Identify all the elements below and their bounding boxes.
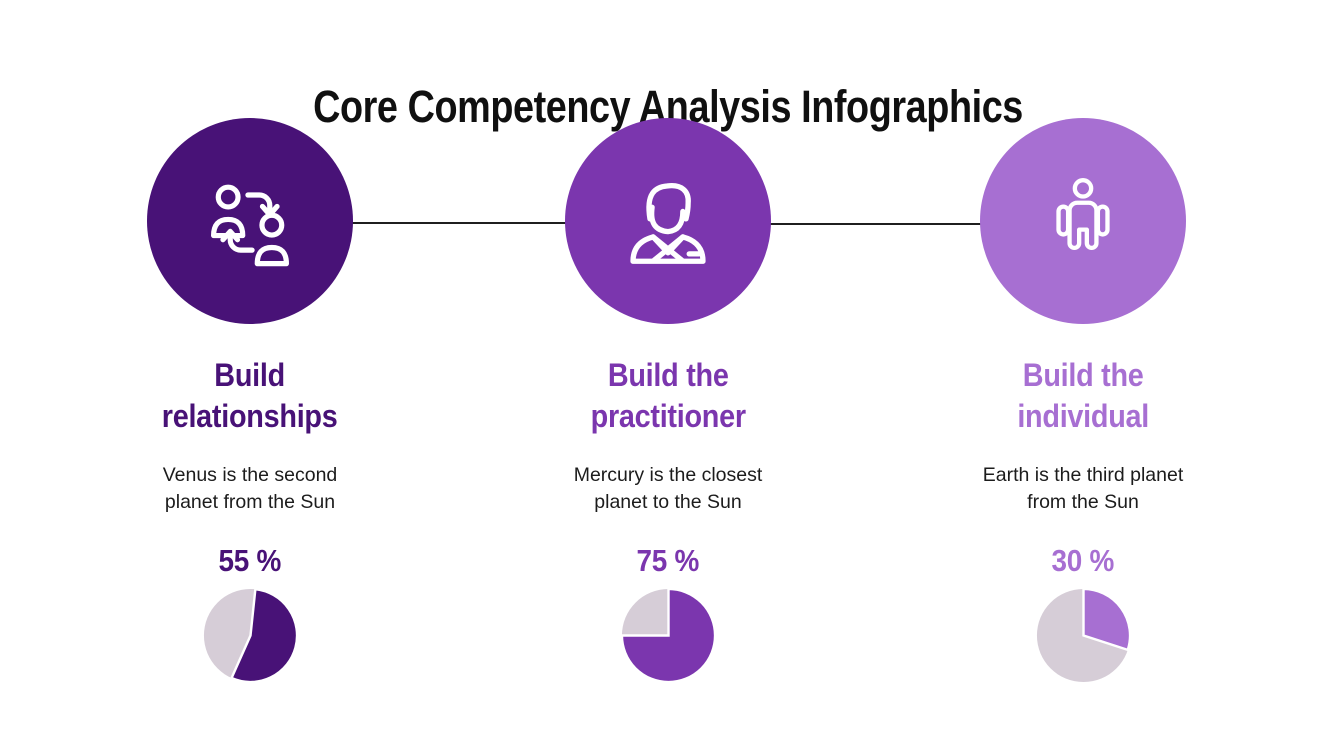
connector-line-right [770,223,982,225]
pie-chart-relationships [202,587,299,684]
step-circle-individual [980,118,1186,324]
column-build-individual: Build the individual Earth is the third … [923,118,1243,684]
column-description: Venus is the second planet from the Sun [163,462,338,515]
description-line: from the Sun [1027,490,1139,513]
description-line: Venus is the second [162,463,338,486]
step-circle-practitioner [565,118,771,324]
column-description: Earth is the third planet from the Sun [983,462,1184,515]
column-heading: Build relationships [162,355,338,437]
connector-line-left [352,222,567,224]
step-circle-relationships [147,118,353,324]
column-heading: Build the practitioner [590,355,745,437]
heading-line: practitioner [590,397,746,434]
percent-label: 55 % [218,543,282,579]
heading-line: Build [214,357,286,393]
description-line: planet to the Sun [594,490,742,513]
column-build-relationships: Build relationships Venus is the second … [90,118,410,684]
people-exchange-icon [211,184,289,267]
description-line: Mercury is the closest [573,463,763,486]
column-heading: Build the individual [1017,355,1149,437]
heading-line: Build the [1022,357,1144,393]
heading-line: individual [1017,397,1149,434]
percent-label: 30 % [1051,543,1115,579]
heading-line: Build the [607,357,729,393]
pie-chart-practitioner [620,587,717,684]
description-line: Earth is the third planet [982,463,1184,486]
column-description: Mercury is the closest planet to the Sun [574,462,763,515]
pie-chart-individual [1035,587,1132,684]
percent-label: 75 % [636,543,700,579]
column-build-practitioner: Build the practitioner Mercury is the cl… [508,118,828,684]
heading-line: relationships [162,397,338,434]
description-line: planet from the Sun [164,490,336,513]
practitioner-person-icon [630,183,706,264]
standing-person-icon [1056,178,1110,250]
